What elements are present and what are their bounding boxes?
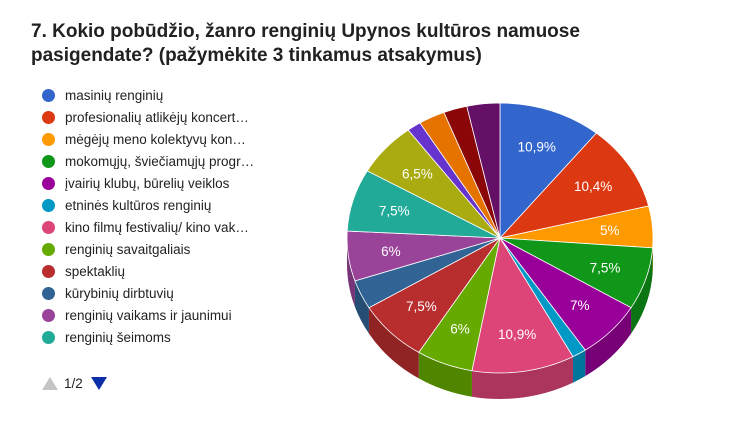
pie-slice-value-label: 7,5% [379,204,410,219]
legend-color-swatch [42,88,55,102]
legend-item-label: profesionalių atlikėjų koncert… [65,109,249,125]
pie-slice[interactable] [466,102,501,239]
legend-color-swatch [42,220,55,234]
pie-slice-side [471,356,573,400]
legend-next-page-icon[interactable] [90,377,107,390]
legend-color-swatch [42,242,55,256]
legend-color-swatch [42,264,55,278]
chart-title-line-2: pasigendate? (pažymėkite 3 tinkamus atsa… [31,45,482,66]
chart-title-line-1: 7. Kokio pobūdžio, žanro renginių Upynos… [31,21,580,42]
pie-slice-value-label: 7,5% [406,299,437,314]
pie-slice-labels: 10,9% 10,4% 5% 7,5% 7% 10,9% 6% 7,5% 6% 7,5% 6,5% [379,139,620,342]
pie-slice-side [572,350,586,383]
legend-color-swatch [42,176,55,190]
legend-item[interactable]: kūrybinių dirbtuvių [42,282,292,304]
pie-slice-value-label: 10,9% [518,139,556,154]
legend-page-indicator: 1/2 [64,376,83,391]
pie-slice-side [418,352,472,397]
pie-slice-side [347,238,355,307]
legend-item-label: renginių vaikams ir jaunimui [65,307,232,323]
legend-item-label: kūrybinių dirbtuvių [65,285,174,301]
legend-color-swatch [42,154,55,168]
legend-color-swatch [42,308,55,322]
legend-item[interactable]: įvairių klubų, būrelių veiklos [42,172,292,194]
pie-slice-value-label: 6% [450,322,470,337]
legend-color-swatch [42,198,55,212]
legend-item[interactable]: mokomųjų, šviečiamųjų progr… [42,150,292,172]
legend-item[interactable]: renginių savaitgaliais [42,238,292,260]
legend-item-label: renginių šeimoms [65,329,171,345]
legend-item-label: kino filmų festivalių/ kino vak… [65,219,249,235]
pie-slice-value-label: 10,4% [574,179,612,194]
chart-title: 7. Kokio pobūdžio, žanro renginių Upynos… [31,20,731,68]
pie-slice-value-label: 10,9% [498,327,536,342]
pie-slice-side [585,307,632,377]
pie-slice-value-label: 7,5% [590,261,621,276]
legend-color-swatch [42,286,55,300]
legend-item[interactable]: etninės kultūros renginių [42,194,292,216]
legend-item-label: mėgėjų meno kolektyvų kon… [65,131,246,147]
pie-slice[interactable] [498,132,650,239]
legend-item[interactable]: renginių vaikams ir jaunimui [42,304,292,326]
legend-color-swatch [42,132,55,146]
pie-slice-value-label: 6,5% [402,167,433,182]
legend-item-label: mokomųjų, šviečiamųjų progr… [65,153,255,169]
legend-item[interactable]: spektaklių [42,260,292,282]
legend-item[interactable]: mėgėjų meno kolektyvų kon… [42,128,292,150]
chart-legend: masinių renginių profesionalių atlikėjų k… [42,84,292,348]
pie-slice-side [354,280,369,334]
pie-slice-value-label: 5% [600,223,620,238]
legend-item[interactable]: kino filmų festivalių/ kino vak… [42,216,292,238]
legend-item-label: etninės kultūros renginių [65,197,212,213]
legend-item-label: renginių savaitgaliais [65,241,191,257]
legend-item[interactable]: masinių renginių [42,84,292,106]
legend-item[interactable]: profesionalių atlikėjų koncert… [42,106,292,128]
pie-slice-value-label: 7% [570,298,590,313]
legend-color-swatch [42,110,55,124]
pie-slice[interactable] [471,236,574,374]
legend-prev-page-icon[interactable] [42,377,58,390]
legend-pager: 1/2 [42,376,107,391]
legend-color-swatch [42,330,55,344]
pie-slices [346,102,654,374]
pie-slice[interactable] [499,102,597,240]
legend-item-label: įvairių klubų, būrelių veiklos [65,175,230,191]
pie-slice-side [631,247,653,334]
pie-side-walls [347,238,653,400]
legend-item-label: masinių renginių [65,87,164,103]
pie-slice-value-label: 6% [381,244,401,259]
legend-item-label: spektaklių [65,263,126,279]
legend-item[interactable]: renginių šeimoms [42,326,292,348]
pie-slice-side [368,307,419,379]
